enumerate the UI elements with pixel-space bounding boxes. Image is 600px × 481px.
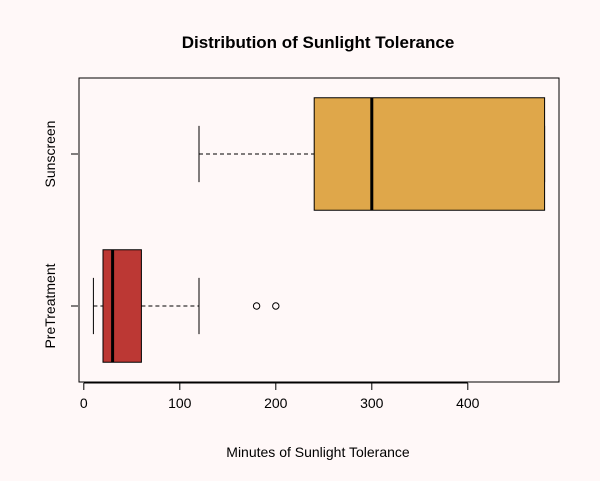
x-axis: 0 100 200 300 400: [80, 382, 480, 411]
box-pretreatment: [92, 249, 280, 363]
chart-title: Distribution of Sunlight Tolerance: [182, 33, 455, 52]
x-tick-label: 100: [168, 395, 192, 411]
plot-frame: [78, 77, 560, 383]
iqr-box: [313, 97, 546, 211]
y-tick-label: PreTreatment: [42, 263, 58, 348]
boxes: [92, 97, 546, 363]
y-axis: PreTreatment Sunscreen: [42, 121, 78, 349]
x-tick-label: 0: [80, 395, 88, 411]
iqr-box: [102, 249, 142, 363]
x-tick-label: 200: [264, 395, 288, 411]
x-axis-label: Minutes of Sunlight Tolerance: [226, 444, 410, 460]
y-tick-label: Sunscreen: [42, 121, 58, 188]
x-tick-label: 400: [456, 395, 480, 411]
x-tick-label: 300: [360, 395, 384, 411]
outlier-point: [252, 302, 261, 310]
outlier-point: [272, 302, 280, 310]
box-sunscreen: [198, 97, 546, 211]
